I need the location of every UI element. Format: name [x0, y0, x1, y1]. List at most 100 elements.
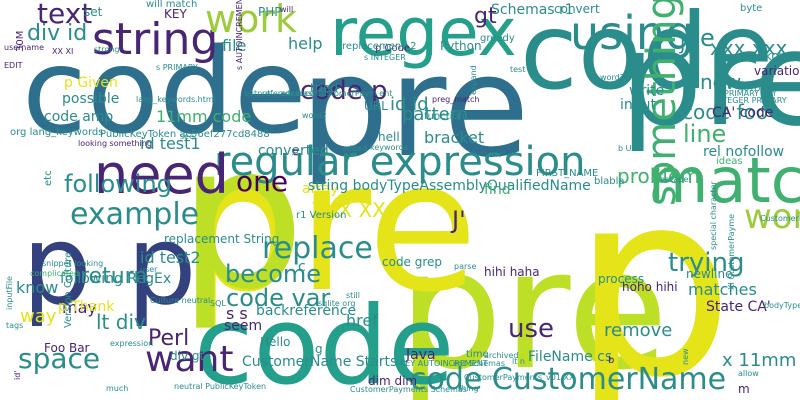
word-perl: Perl [148, 326, 190, 351]
word-blabla: blabla [594, 176, 625, 187]
word-php: PHP [258, 5, 282, 19]
word-foo-bar: Foo Bar [44, 341, 90, 355]
word-escape: escape [660, 175, 689, 184]
word-div-gt: div gt [170, 349, 205, 363]
word-dash: dash [298, 89, 318, 98]
word-gt: gt [474, 4, 497, 29]
word-pre: pre [183, 123, 479, 332]
word-primary-key: PRIMARY KEY [724, 89, 777, 98]
word-c: c [298, 259, 306, 275]
word-become: become [225, 260, 322, 288]
word-schemas-r1: Schemas r1 [491, 2, 574, 18]
word-pre: pre [398, 214, 669, 400]
word-url: URL [364, 99, 388, 113]
word-word2: word2 [302, 111, 327, 120]
word-dim-dim: dim dim [368, 374, 418, 388]
word-integer-primary: INTEGER PRIMARY [714, 96, 787, 105]
word-thing: thing [458, 384, 479, 393]
word-replacement-2: replacement_2 [342, 41, 417, 52]
word-neutral-publickeytoken: neutral PublicKeyToken [174, 382, 267, 391]
word-parse: parse [454, 262, 477, 271]
word-file: file [222, 36, 247, 55]
word-array: array [302, 181, 339, 197]
word-backreference: backreference [256, 303, 357, 319]
word-inputfile: inputFile [5, 276, 14, 310]
word-reference: reference [262, 89, 301, 98]
word-culture-neutral: Culture neutral [150, 296, 211, 305]
word-time: time [466, 349, 489, 360]
word-know: know [16, 278, 59, 297]
word-s-integer: s INTEGER [364, 53, 406, 62]
word-strong: strong [94, 45, 120, 54]
word-sql: SQL [210, 299, 226, 308]
word-lang-keywords-html: lang_keywords.html [136, 95, 216, 104]
word-help: help [288, 34, 323, 53]
word-customerpaym-ent: CustomerPaym ent [316, 89, 393, 98]
word-will-match: will match [146, 0, 198, 10]
word-converted: converted [258, 143, 329, 159]
word-pattern: pattern [402, 104, 469, 125]
word-lt-div: lt div [96, 310, 146, 334]
word-regex: regex [330, 0, 517, 71]
word-code: code [194, 284, 455, 400]
word-test: test [510, 65, 526, 74]
word-set: set [84, 5, 103, 19]
word-p-given: p Given [64, 75, 118, 91]
word-code: code [22, 22, 307, 160]
word-customerpayments-v01: CustomerPayments_v01 [760, 214, 800, 223]
word-write: write [629, 83, 665, 99]
word-m: m [738, 382, 750, 396]
word-process: process [598, 272, 645, 286]
word-advance: advance [280, 89, 315, 98]
word-code-customername: code CustomerName [410, 362, 727, 397]
word-xi-customerpayme: XI CustomerPayme [727, 213, 736, 290]
word-still: still [346, 291, 360, 300]
word-byte: byte [740, 3, 763, 14]
word-stackoverflow: stackoverflow [740, 49, 800, 63]
word-filename-cs: FileName cs [528, 349, 613, 365]
word-use: use [508, 314, 555, 344]
word-x-11mm: x 11mm [722, 350, 797, 371]
word-e: e [700, 24, 715, 52]
word-expression: expression [110, 339, 154, 348]
word-p-code: p Code [375, 43, 411, 54]
word-lt-n: lt n [512, 357, 525, 366]
word-state-ca: State CA' [706, 299, 771, 315]
word-string: string [92, 14, 219, 65]
word-matches: matches [688, 280, 757, 299]
word-p-thank: p Thank [58, 299, 115, 315]
word-way: way [20, 306, 57, 327]
word-code-foo: code foo [682, 100, 769, 124]
word-id: id' [13, 370, 22, 381]
word-autoincrement: AUTOINCREMENT [738, 84, 800, 93]
word-find: find [484, 182, 511, 198]
word-xx-xi: XX XI [52, 47, 74, 56]
word-code-grep: code grep [382, 255, 443, 269]
word-key: KEY [164, 7, 187, 21]
word-possible: possible [62, 91, 120, 107]
word-keywords: keywords [370, 143, 408, 152]
word-11mm-code: 11mm code [156, 107, 252, 126]
word-hello: Hello [260, 335, 291, 349]
word-p-p: p p [22, 201, 197, 329]
word-allow: allow [738, 369, 759, 378]
word-word: word [744, 197, 800, 237]
word-s-autoincrement: s AUTOINCREMENT [235, 0, 244, 70]
word-work: work [205, 0, 297, 41]
word-added: added [342, 144, 368, 153]
word-publickeytoken-ac56ef277cd8488: PublicKeyToken ac56ef277cd8488 [100, 129, 270, 140]
word-will: will [280, 5, 294, 14]
word-see: see [180, 132, 195, 141]
word-one: one [236, 165, 289, 198]
word-want: want [145, 339, 234, 380]
word-expand: expand [469, 65, 478, 95]
word-first-name: FIRST_NAME [536, 168, 599, 179]
word-j: J' [452, 206, 466, 234]
word-function: function [424, 111, 465, 122]
word-trying: trying [668, 248, 745, 278]
word-s-primary: s PRIMARY [156, 63, 198, 72]
word-newline: newline [686, 267, 733, 281]
word-org-lang-keywords: org lang_keywords [10, 127, 104, 138]
word-convert: convert [554, 2, 600, 16]
